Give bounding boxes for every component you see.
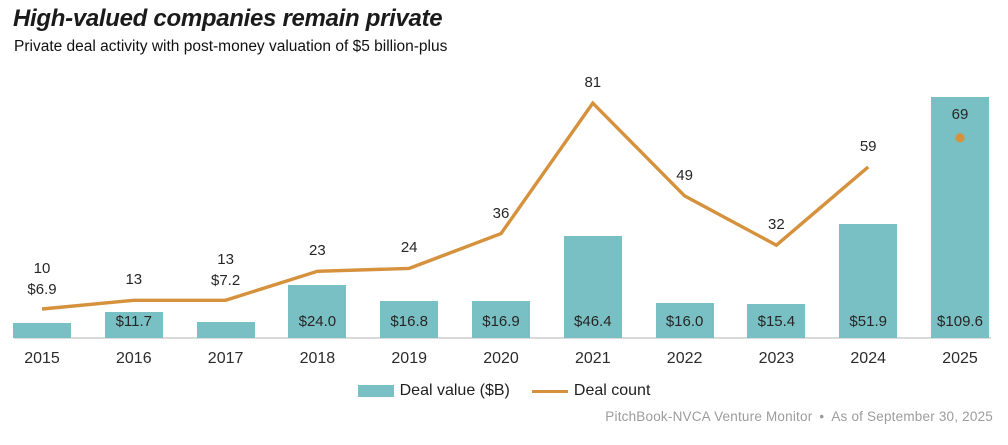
deal-value-label-2025: $109.6 [937,313,983,330]
x-tick-2017: 2017 [207,350,244,367]
deal-value-label-2020: $16.9 [482,313,520,330]
x-tick-2021: 2021 [575,350,611,367]
deal-count-label-2021: 81 [584,74,602,92]
deal-value-label-2016: $11.7 [115,313,153,330]
bullet-separator: • [819,409,825,424]
legend: Deal value ($B) Deal count [0,382,1008,400]
deal-count-legend-swatch [531,389,568,393]
deal-count-label-2016: 13 [125,271,143,289]
deal-count-label-2023: 32 [768,216,785,234]
deal-value-label-2018: $24.0 [298,313,337,330]
deal-value-label-2022: $16.0 [665,313,704,330]
x-tick-2019: 2019 [391,350,427,367]
deal-count-label-2019: 24 [400,239,418,257]
x-tick-2018: 2018 [299,350,336,367]
deal-count-line [41,100,870,311]
source-attribution: PitchBook-NVCA Venture Monitor • As of S… [605,409,993,424]
deal-value-label-2024: $51.9 [849,313,887,330]
deal-value-legend-swatch [357,385,394,397]
source-name: PitchBook-NVCA Venture Monitor [605,409,813,424]
deal-value-label-2019: $16.8 [390,313,428,330]
x-tick-2023: 2023 [758,350,795,367]
x-tick-2016: 2016 [116,350,152,367]
deal-value-label-2017: $7.2 [210,272,241,290]
deal-count-label-2020: 36 [492,204,510,222]
as-of-date: As of September 30, 2025 [831,409,993,424]
x-tick-2025: 2025 [942,350,978,367]
bar-2016 [104,312,163,338]
deal-count-legend-label: Deal count [573,382,651,399]
deal-count-label-2015: 10 [33,260,51,277]
deal-value-label-2015: $6.9 [27,281,57,298]
deal-value-label-2021: $46.4 [574,313,612,330]
bar-2017 [196,322,255,338]
deal-value-label-2023: $15.4 [757,313,796,330]
chart-title: High-valued companies remain private [13,5,443,32]
bar-2015 [13,322,71,338]
x-tick-2015: 2015 [24,350,60,367]
deal-count-label-2017: 13 [217,251,234,269]
x-tick-2024: 2024 [850,350,886,367]
x-tick-2020: 2020 [483,350,519,367]
chart-subtitle: Private deal activity with post-money va… [14,38,448,55]
deal-count-label-2024: 59 [859,137,877,155]
deal-count-label-2018: 23 [309,242,326,260]
x-tick-2022: 2022 [666,350,703,367]
bar-2018 [288,285,347,338]
deal-count-label-2022: 49 [676,166,693,184]
deal-count-label-2025: 69 [951,105,969,123]
deal-value-legend-label: Deal value ($B) [399,382,510,399]
bar-2025 [931,96,989,338]
x-axis-line [14,337,991,339]
